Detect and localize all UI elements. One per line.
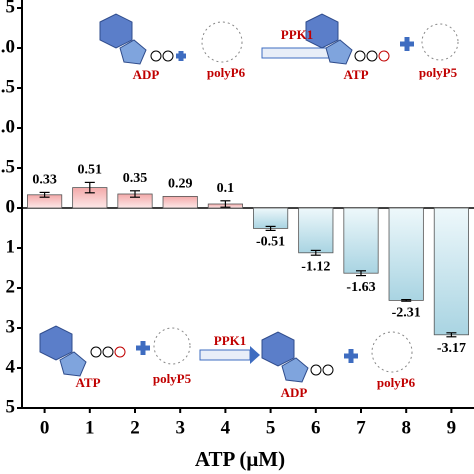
value-label: 0.1: [217, 181, 235, 196]
reaction-text: polyP5: [419, 65, 458, 80]
y-tick-label: .5: [1, 76, 15, 97]
x-tick-label: 6: [311, 417, 321, 438]
bar: [388, 207, 424, 301]
x-tick-label: 2: [130, 417, 140, 438]
y-tick-label: .0: [1, 116, 15, 137]
bar: [343, 207, 379, 274]
y-tick-label: 1: [6, 236, 16, 257]
x-tick-label: 1: [85, 417, 95, 438]
reaction-text: ADP: [133, 67, 160, 82]
reaction-bottom: ATP polyP5 PPK1 ADP polyP6: [39, 325, 416, 400]
y-tick-label: 0: [6, 196, 16, 217]
reaction-text: ATP: [343, 67, 368, 82]
reaction-text: PPK1: [214, 333, 247, 348]
reaction-text: polyP6: [377, 375, 416, 390]
x-tick-label: 9: [447, 417, 457, 438]
x-tick-label: 4: [221, 417, 231, 438]
value-label: -2.31: [392, 305, 421, 320]
reaction-top: ADP polyP6 PPK1 ATP polyP5: [99, 13, 459, 82]
x-axis-title: ATP (μM): [195, 447, 285, 471]
value-label: 0.51: [78, 163, 103, 178]
value-label: 0.33: [32, 173, 57, 188]
x-tick-label: 8: [401, 417, 411, 438]
y-tick-label: .0: [1, 36, 15, 57]
value-label: -3.17: [437, 341, 466, 356]
value-label: 0.35: [123, 171, 148, 186]
value-label: 0.29: [168, 177, 193, 192]
value-label: -1.12: [301, 259, 330, 274]
x-tick-label: 5: [266, 417, 276, 438]
reaction-text: ADP: [281, 385, 308, 400]
x-tick-label: 0: [40, 417, 50, 438]
y-tick-label: .5: [1, 156, 15, 177]
value-label: -0.51: [256, 235, 285, 250]
bar: [253, 207, 289, 229]
y-tick-label: 3: [6, 316, 16, 337]
y-tick-label: 5: [6, 0, 16, 17]
reaction-text: polyP5: [153, 371, 192, 386]
bar: [433, 207, 469, 336]
bar: [298, 207, 334, 254]
value-label: -1.63: [346, 280, 375, 295]
reaction-text: polyP6: [207, 65, 246, 80]
x-tick-label: 7: [356, 417, 366, 438]
y-tick-label: 2: [6, 276, 16, 297]
reaction-text: PPK1: [281, 27, 314, 42]
y-tick-label: 4: [6, 356, 16, 377]
bar: [162, 195, 198, 209]
x-tick-label: 3: [175, 417, 185, 438]
reaction-text: ATP: [75, 375, 100, 390]
y-tick-label: 5: [6, 396, 16, 417]
